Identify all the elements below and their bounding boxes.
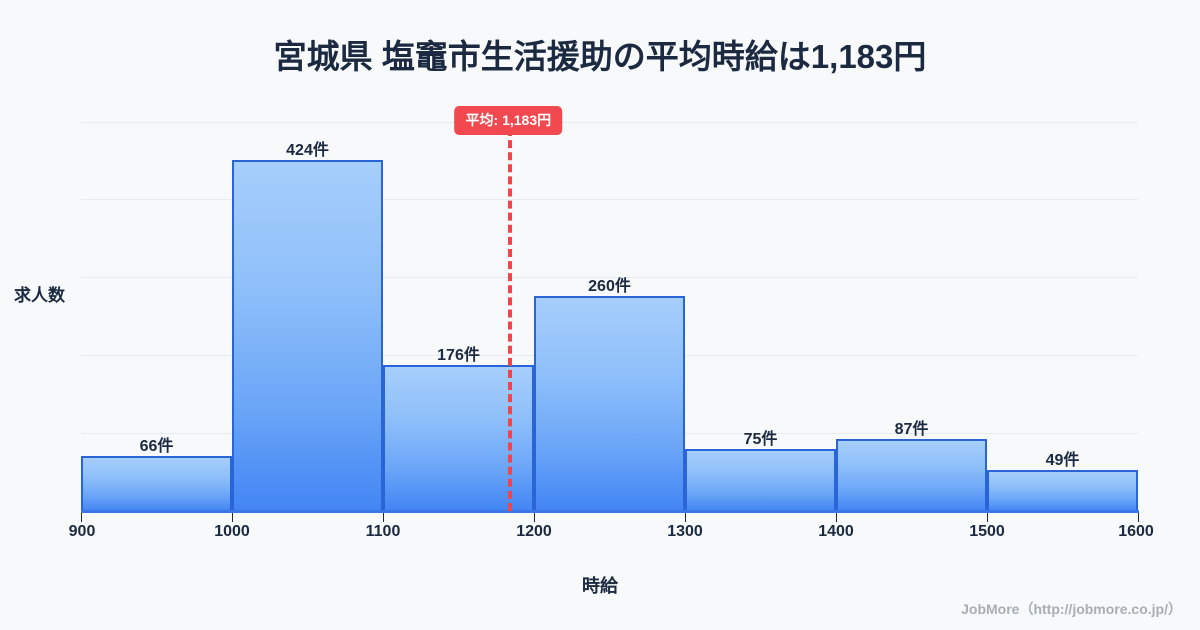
bar-value-label: 66件 bbox=[139, 438, 174, 456]
y-axis-title: 求人数 bbox=[14, 286, 65, 305]
footer-credit: JobMore（http://jobmore.co.jp/） bbox=[961, 601, 1182, 617]
x-axis-tick-label: 1100 bbox=[365, 523, 401, 540]
histogram-bar bbox=[232, 159, 383, 511]
x-axis-tick-label: 1000 bbox=[214, 523, 250, 540]
x-axis-tick-label: 1600 bbox=[1118, 523, 1154, 540]
x-axis-line bbox=[81, 510, 1139, 513]
x-axis-tick-label: 1200 bbox=[516, 523, 552, 540]
histogram-bar bbox=[81, 456, 232, 511]
x-axis-tick bbox=[383, 513, 384, 522]
histogram-bar bbox=[836, 438, 987, 511]
gridline bbox=[81, 121, 1138, 123]
x-axis-tick-label: 1500 bbox=[969, 523, 1005, 540]
x-axis-tick bbox=[81, 513, 82, 522]
x-axis-tick-label: 1400 bbox=[818, 523, 854, 540]
chart-title: 宮城県 塩竈市生活援助の平均時給は1,183円 bbox=[273, 38, 927, 75]
average-badge: 平均: 1,183円 bbox=[454, 106, 563, 135]
x-axis-tick bbox=[685, 513, 686, 522]
histogram-bar bbox=[685, 448, 836, 511]
histogram-bar bbox=[987, 470, 1138, 511]
x-axis-tick-label: 900 bbox=[68, 523, 96, 540]
x-axis-tick bbox=[1138, 513, 1139, 522]
bar-value-label: 75件 bbox=[743, 430, 778, 448]
bar-value-label: 424件 bbox=[286, 141, 329, 159]
gridline bbox=[81, 277, 1138, 279]
x-axis-tick bbox=[987, 513, 988, 522]
x-axis-tick bbox=[232, 513, 233, 522]
x-axis-tick bbox=[836, 513, 837, 522]
x-axis-tick bbox=[534, 513, 535, 522]
x-axis-tick-label: 1300 bbox=[667, 523, 703, 540]
x-axis-title: 時給 bbox=[582, 576, 618, 596]
histogram-bar bbox=[534, 295, 685, 511]
bar-value-label: 49件 bbox=[1045, 452, 1080, 470]
average-line bbox=[508, 128, 513, 511]
bar-value-label: 176件 bbox=[437, 347, 480, 365]
plot-area bbox=[81, 100, 1138, 511]
bar-value-label: 260件 bbox=[588, 277, 631, 295]
bar-value-label: 87件 bbox=[894, 420, 929, 438]
gridline bbox=[81, 199, 1138, 201]
